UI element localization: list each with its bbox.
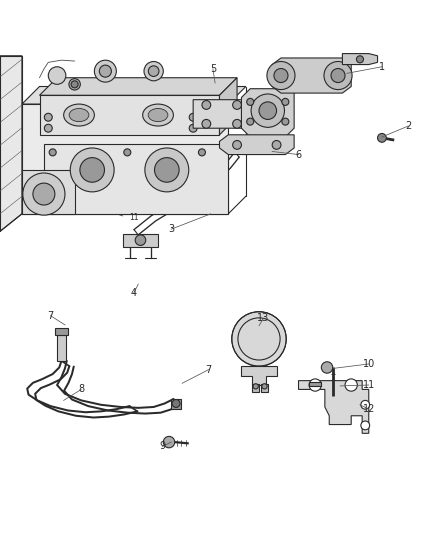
Text: 12: 12 — [362, 404, 374, 414]
Circle shape — [232, 141, 241, 149]
Circle shape — [321, 362, 332, 373]
Circle shape — [360, 400, 369, 409]
Text: 11: 11 — [129, 213, 139, 222]
Polygon shape — [240, 366, 277, 385]
Polygon shape — [22, 86, 245, 104]
Polygon shape — [298, 381, 368, 433]
Text: 7: 7 — [47, 311, 53, 321]
Circle shape — [281, 99, 288, 106]
Polygon shape — [123, 233, 158, 247]
Polygon shape — [44, 143, 228, 214]
Circle shape — [163, 437, 174, 448]
Text: 11: 11 — [362, 380, 374, 390]
Circle shape — [377, 133, 385, 142]
Text: 10: 10 — [362, 359, 374, 369]
Ellipse shape — [142, 104, 173, 126]
Circle shape — [360, 421, 369, 430]
Circle shape — [23, 173, 65, 215]
Circle shape — [172, 400, 180, 407]
Text: 5: 5 — [209, 64, 215, 74]
Circle shape — [49, 149, 56, 156]
Circle shape — [344, 379, 357, 391]
Circle shape — [231, 312, 286, 366]
Circle shape — [94, 60, 116, 82]
Circle shape — [189, 114, 197, 121]
Bar — [252, 384, 258, 392]
Circle shape — [266, 61, 294, 90]
Circle shape — [44, 114, 52, 121]
Circle shape — [251, 94, 284, 127]
Circle shape — [33, 183, 55, 205]
Polygon shape — [0, 56, 22, 231]
Ellipse shape — [69, 108, 88, 122]
Polygon shape — [22, 104, 228, 214]
Circle shape — [201, 119, 210, 128]
Text: 9: 9 — [159, 441, 165, 451]
Circle shape — [252, 384, 258, 389]
Bar — [171, 399, 180, 409]
Circle shape — [144, 61, 163, 81]
Circle shape — [356, 56, 363, 63]
Circle shape — [272, 141, 280, 149]
Circle shape — [80, 158, 104, 182]
Polygon shape — [342, 54, 377, 64]
Circle shape — [70, 148, 114, 192]
Polygon shape — [193, 100, 258, 128]
Polygon shape — [39, 95, 219, 135]
Bar — [261, 384, 267, 392]
Circle shape — [246, 99, 253, 106]
Circle shape — [232, 119, 241, 128]
Circle shape — [71, 81, 78, 88]
Circle shape — [154, 158, 179, 182]
Bar — [55, 328, 67, 335]
Circle shape — [135, 235, 145, 245]
Circle shape — [48, 67, 66, 84]
Circle shape — [201, 101, 210, 109]
Circle shape — [124, 149, 131, 156]
Text: 4: 4 — [131, 288, 137, 298]
Text: 7: 7 — [205, 365, 211, 375]
Ellipse shape — [64, 104, 94, 126]
Text: 8: 8 — [78, 384, 84, 394]
Circle shape — [145, 148, 188, 192]
Circle shape — [323, 61, 351, 90]
Circle shape — [69, 78, 80, 90]
Polygon shape — [219, 78, 237, 135]
Text: 13: 13 — [257, 313, 269, 324]
Text: 1: 1 — [378, 62, 384, 72]
Circle shape — [99, 65, 111, 77]
Circle shape — [148, 66, 159, 76]
Circle shape — [246, 118, 253, 125]
Circle shape — [308, 379, 321, 391]
Circle shape — [44, 124, 52, 132]
Polygon shape — [39, 78, 237, 95]
Polygon shape — [309, 382, 321, 386]
Text: 6: 6 — [295, 150, 301, 159]
Text: 2: 2 — [404, 121, 410, 131]
Circle shape — [232, 101, 241, 109]
Ellipse shape — [148, 108, 167, 122]
Circle shape — [273, 69, 287, 83]
Polygon shape — [22, 170, 74, 214]
Circle shape — [330, 69, 344, 83]
Circle shape — [281, 118, 288, 125]
Text: 3: 3 — [168, 224, 174, 234]
Circle shape — [258, 102, 276, 119]
Polygon shape — [241, 88, 293, 137]
Polygon shape — [57, 335, 66, 361]
Circle shape — [198, 149, 205, 156]
Polygon shape — [272, 58, 350, 93]
Polygon shape — [219, 135, 293, 155]
Circle shape — [189, 124, 197, 132]
Circle shape — [261, 384, 266, 389]
